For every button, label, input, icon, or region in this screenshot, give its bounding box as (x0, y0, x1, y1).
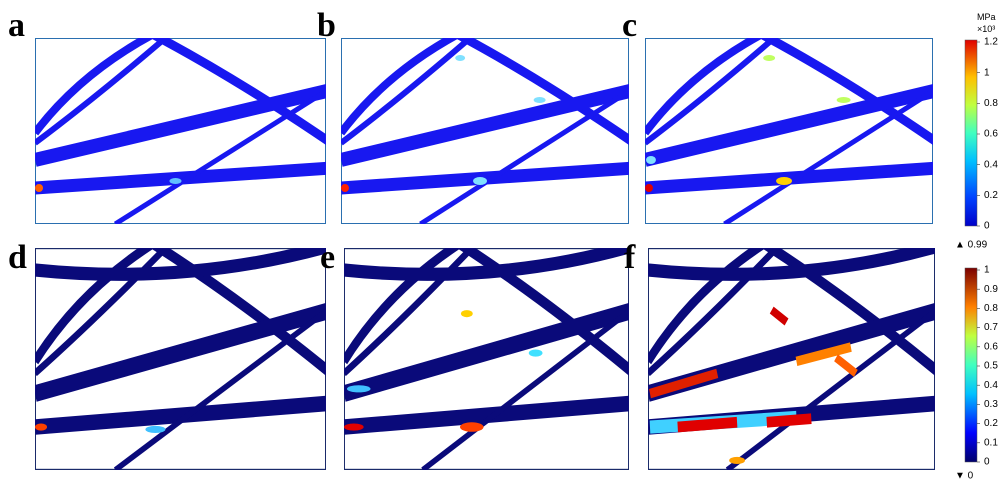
colorbar-tick-label: 0.9 (984, 284, 998, 295)
colorbar-scale: ×10³ (977, 24, 995, 34)
panel-label: e (320, 239, 335, 276)
colorbar-tick-label: 1.2 (984, 37, 998, 48)
colorbar-tick-label: 0.4 (984, 380, 998, 391)
colorbar-tick-label: 1 (984, 265, 990, 276)
colorbar (965, 40, 977, 226)
colorbar-tick-label: 0.4 (984, 159, 998, 170)
page: a b c d e f MPa ×10³ ▲ 0.99 ▼ 0 1.2 1 0.8 0… (0, 0, 1000, 481)
figure: a b c d e f MPa ×10³ ▲ 0.99 ▼ 0 1.2 1 0.8 0… (0, 0, 1000, 481)
panel-label: b (317, 7, 336, 44)
colorbar-tick-label: 0.1 (984, 437, 998, 448)
colorbar-tick-label: 0.3 (984, 399, 998, 410)
colorbar (965, 268, 977, 462)
colorbar-tick-label: 0.5 (984, 361, 998, 372)
panel-label: a (8, 7, 25, 44)
panel-label: f (624, 239, 636, 276)
max-marker: ▲ 0.99 (955, 240, 988, 251)
panel-b (341, 33, 634, 224)
panel-f (643, 242, 940, 470)
panel-label: c (622, 7, 637, 44)
colorbar-tick-label: 0.7 (984, 322, 998, 333)
min-marker: ▼ 0 (955, 471, 974, 481)
panel-c (645, 33, 938, 224)
colorbar-tick-label: 0 (984, 221, 990, 232)
colorbar-tick-label: 0.2 (984, 190, 998, 201)
colorbar-tick-label: 0.6 (984, 341, 998, 352)
panel-a (35, 33, 331, 224)
panel-d (30, 242, 331, 470)
colorbar-tick-label: 1 (984, 67, 990, 78)
panel-label: d (8, 239, 27, 276)
colorbar-tick-label: 0.8 (984, 98, 998, 109)
colorbar-tick-label: 0 (984, 457, 990, 468)
colorbar-tick-label: 0.8 (984, 303, 998, 314)
colorbar-tick-label: 0.6 (984, 129, 998, 140)
colorbar-unit: MPa (977, 12, 996, 22)
colorbar-tick-label: 0.2 (984, 418, 998, 429)
panel-e (339, 242, 634, 470)
